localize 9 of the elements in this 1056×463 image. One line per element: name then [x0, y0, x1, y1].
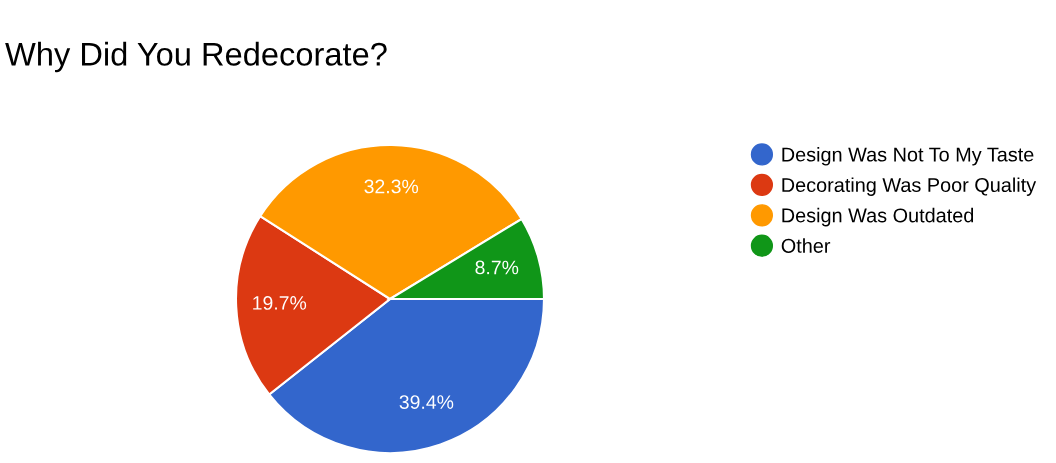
- chart-title: Why Did You Redecorate?: [5, 41, 387, 73]
- legend-label: Design Was Outdated: [782, 207, 974, 227]
- data-label: 19.7%: [253, 296, 307, 310]
- data-label: 39.4%: [399, 395, 454, 409]
- data-label: 8.7%: [475, 260, 519, 275]
- legend-label: Other: [781, 238, 831, 253]
- legend-label: Decorating Was Poor Quality: [782, 177, 1037, 196]
- legend-label: Design Was Not To My Taste: [782, 147, 1034, 166]
- data-label: 32.3%: [364, 179, 419, 194]
